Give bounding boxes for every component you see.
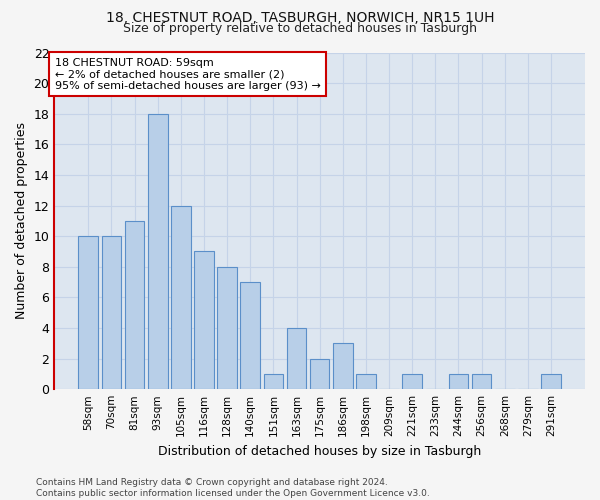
Text: Size of property relative to detached houses in Tasburgh: Size of property relative to detached ho… — [123, 22, 477, 35]
Bar — [356, 374, 376, 389]
Bar — [310, 358, 329, 389]
Bar — [403, 374, 422, 389]
Bar — [472, 374, 491, 389]
Bar — [171, 206, 191, 389]
Bar — [194, 252, 214, 389]
Bar — [101, 236, 121, 389]
Bar — [241, 282, 260, 389]
Bar — [217, 267, 237, 389]
Bar — [79, 236, 98, 389]
Bar — [263, 374, 283, 389]
Bar — [125, 221, 145, 389]
Text: 18 CHESTNUT ROAD: 59sqm
← 2% of detached houses are smaller (2)
95% of semi-deta: 18 CHESTNUT ROAD: 59sqm ← 2% of detached… — [55, 58, 320, 91]
Bar — [148, 114, 167, 389]
Text: 18, CHESTNUT ROAD, TASBURGH, NORWICH, NR15 1UH: 18, CHESTNUT ROAD, TASBURGH, NORWICH, NR… — [106, 11, 494, 25]
Text: Contains HM Land Registry data © Crown copyright and database right 2024.
Contai: Contains HM Land Registry data © Crown c… — [36, 478, 430, 498]
X-axis label: Distribution of detached houses by size in Tasburgh: Distribution of detached houses by size … — [158, 444, 481, 458]
Bar — [333, 344, 353, 389]
Bar — [287, 328, 307, 389]
Bar — [541, 374, 561, 389]
Bar — [449, 374, 469, 389]
Y-axis label: Number of detached properties: Number of detached properties — [15, 122, 28, 320]
